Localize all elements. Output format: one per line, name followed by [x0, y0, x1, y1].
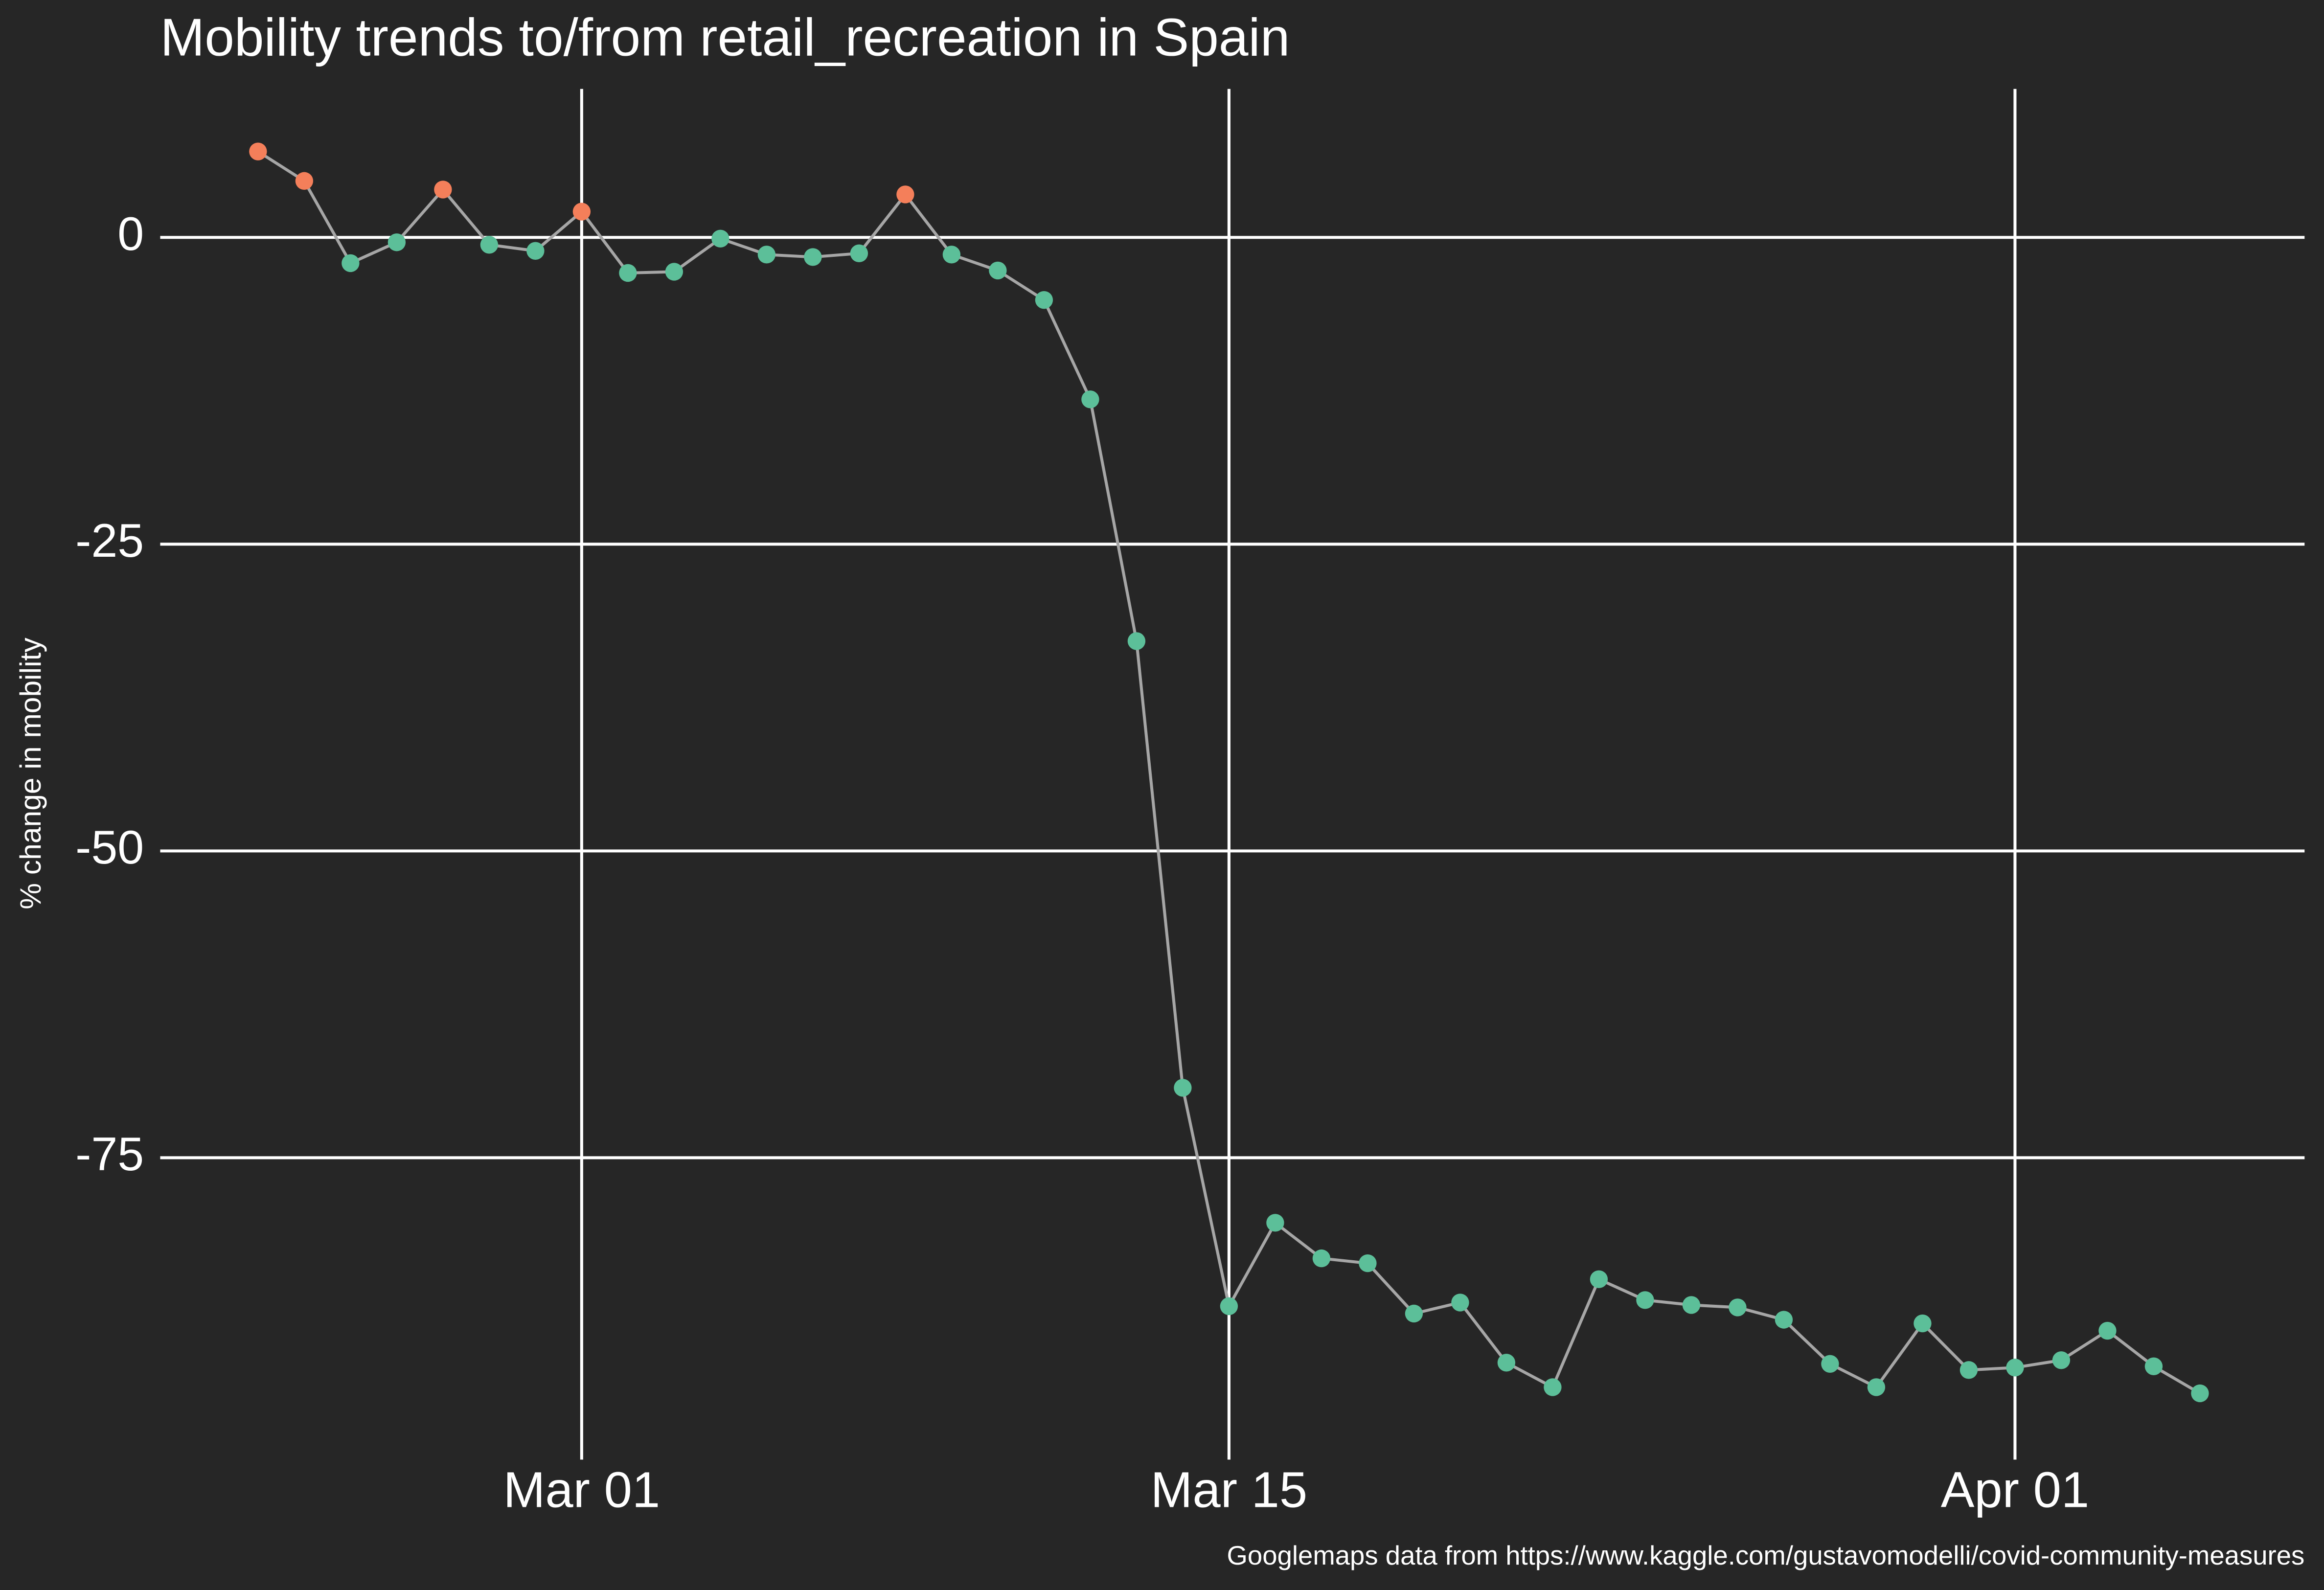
point	[1405, 1304, 1423, 1323]
point	[1590, 1270, 1608, 1288]
point	[1359, 1254, 1377, 1272]
y-tick-label: -75	[75, 1127, 144, 1181]
point	[757, 246, 776, 264]
point	[1312, 1249, 1331, 1268]
point	[342, 254, 360, 273]
point	[1914, 1314, 1932, 1333]
point	[1636, 1291, 1654, 1309]
point	[1775, 1311, 1793, 1329]
caption: Googlemaps data from https://www.kaggle.…	[1227, 1541, 2305, 1570]
point	[989, 261, 1007, 280]
point	[2052, 1351, 2071, 1369]
point	[804, 248, 822, 266]
point	[1867, 1378, 1886, 1396]
point	[295, 172, 314, 190]
point	[1682, 1296, 1701, 1314]
y-tick-label: -50	[75, 820, 144, 874]
point	[619, 264, 637, 282]
x-tick-label: Apr 01	[1941, 1461, 2089, 1518]
point	[1821, 1355, 1839, 1373]
x-tick-label: Mar 15	[1151, 1461, 1307, 1518]
y-tick-label: -25	[75, 514, 144, 567]
point	[711, 229, 729, 248]
point	[1497, 1354, 1516, 1372]
point	[434, 181, 452, 199]
point	[850, 244, 868, 263]
point	[480, 236, 499, 254]
point	[249, 142, 267, 160]
point	[1035, 291, 1053, 309]
point	[2098, 1321, 2117, 1340]
point	[665, 263, 684, 281]
point	[1959, 1361, 1978, 1379]
point	[1127, 632, 1146, 650]
chart-title: Mobility trends to/from retail_recreatio…	[160, 8, 1290, 68]
point	[2006, 1359, 2024, 1377]
point	[2191, 1384, 2209, 1403]
point	[896, 185, 914, 204]
point	[1174, 1079, 1192, 1097]
point	[2144, 1357, 2163, 1376]
point	[387, 233, 406, 251]
point	[1451, 1294, 1469, 1312]
x-tick-label: Mar 01	[503, 1461, 660, 1518]
point	[526, 242, 545, 260]
point	[1544, 1378, 1562, 1396]
point	[942, 246, 961, 264]
point	[572, 203, 591, 221]
point	[1729, 1298, 1747, 1317]
y-tick-label: 0	[117, 207, 144, 260]
point	[1220, 1297, 1238, 1316]
point	[1266, 1214, 1284, 1232]
y-axis-title: % change in mobility	[14, 637, 47, 909]
point	[1081, 390, 1099, 409]
